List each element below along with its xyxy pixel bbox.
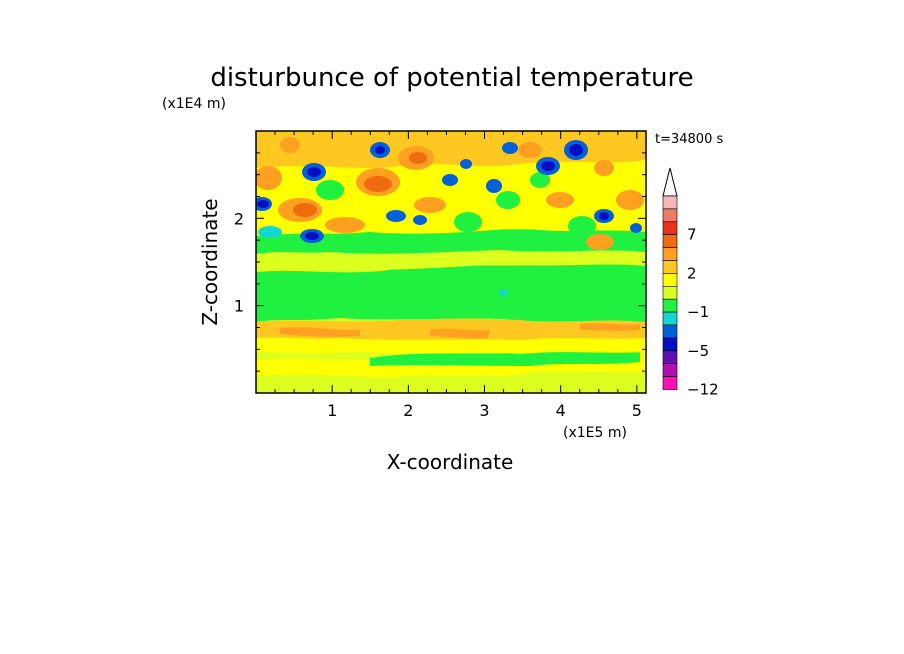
colorbar-segment — [662, 221, 678, 236]
cell-red-3 — [409, 152, 427, 164]
cell-red-1 — [293, 203, 317, 217]
cell-blue-7 — [460, 159, 472, 169]
colorbar-tick-label: −5 — [687, 342, 709, 360]
cell-darkblue-4 — [375, 146, 385, 154]
cell-green-1 — [316, 180, 344, 200]
patch-orange-1 — [280, 327, 360, 337]
cell-blue-14 — [413, 215, 427, 225]
colorbar-segment — [662, 234, 678, 248]
cell-green-2 — [454, 212, 482, 232]
time-label: t=34800 s — [655, 132, 723, 147]
cell-blue-8 — [486, 179, 502, 193]
cell-cyan-1 — [258, 226, 282, 238]
band-green-low — [370, 351, 640, 366]
patch-cyan-1 — [499, 289, 508, 297]
cell-darkblue-1 — [257, 200, 269, 208]
colorbar-tick-label: 7 — [687, 226, 697, 244]
band-green-main — [256, 263, 646, 322]
cell-orange-5 — [325, 217, 365, 233]
cell-orange-12 — [594, 160, 614, 176]
y-axis-label: Z-coordinate — [198, 198, 222, 325]
cell-darkblue-6 — [569, 144, 583, 156]
cell-orange-10 — [518, 142, 542, 158]
cell-blue-5 — [386, 210, 406, 222]
colorbar-segment — [662, 324, 678, 339]
x-axis-label: X-coordinate — [387, 450, 514, 474]
cell-orange-11 — [280, 137, 300, 153]
colorbar-segment — [662, 195, 678, 210]
colorbar-segment — [662, 208, 678, 223]
cell-blue-6 — [442, 174, 458, 186]
colorbar-segment — [662, 298, 678, 313]
colorbar-tick-label: 2 — [687, 264, 697, 282]
colorbar-segment — [662, 376, 678, 390]
cell-red-2 — [364, 176, 392, 192]
cell-blue-13 — [630, 223, 642, 233]
cell-green-5 — [530, 172, 550, 188]
axis-ticks — [256, 131, 646, 393]
colorbar-segment — [662, 260, 678, 274]
cell-darkblue-7 — [599, 212, 609, 220]
cell-green-3 — [496, 191, 520, 209]
x-tick-label: 2 — [403, 401, 413, 420]
cell-darkblue-2 — [307, 167, 321, 177]
cell-darkblue-5 — [541, 161, 555, 171]
axis-tick-labels: 1 2 3 4 5 1 2 — [234, 209, 642, 420]
cell-orange-6 — [414, 197, 446, 213]
colorbar-tick-label: −1 — [687, 303, 709, 321]
y-tick-label: 2 — [234, 209, 244, 228]
cell-orange-8 — [586, 234, 614, 250]
patch-orange-3 — [580, 323, 640, 331]
colorbar: 7 2 −1 −5 −12 — [662, 167, 719, 399]
x-tick-label: 4 — [556, 401, 566, 420]
x-tick-label: 5 — [632, 401, 642, 420]
x-tick-label: 3 — [479, 401, 489, 420]
cell-orange-7 — [546, 192, 574, 208]
colorbar-segment — [662, 311, 678, 326]
plot-area — [256, 131, 646, 393]
colorbar-segment — [662, 363, 678, 377]
cell-blue-9 — [502, 142, 518, 154]
y-unit-label: (x1E4 m) — [162, 96, 226, 112]
cell-green-4 — [568, 216, 596, 236]
colorbar-segment — [662, 273, 678, 287]
y-tick-label: 1 — [234, 297, 244, 316]
colorbar-tick-label: −12 — [687, 381, 719, 399]
chart-title: disturbunce of potential temperature — [210, 63, 693, 93]
cell-darkblue-3 — [305, 232, 319, 240]
colorbar-segment — [662, 285, 678, 300]
x-unit-label: (x1E5 m) — [563, 425, 627, 441]
patch-orange-2 — [430, 328, 490, 339]
cell-orange-9 — [616, 190, 644, 210]
colorbar-segment — [662, 247, 678, 261]
colorbar-segment — [662, 350, 678, 364]
colorbar-segment — [662, 337, 678, 352]
cell-orange-1 — [256, 166, 282, 190]
band-green-upper — [256, 228, 646, 254]
colorbar-extend-arrow — [662, 167, 678, 197]
x-tick-label: 1 — [327, 401, 337, 420]
